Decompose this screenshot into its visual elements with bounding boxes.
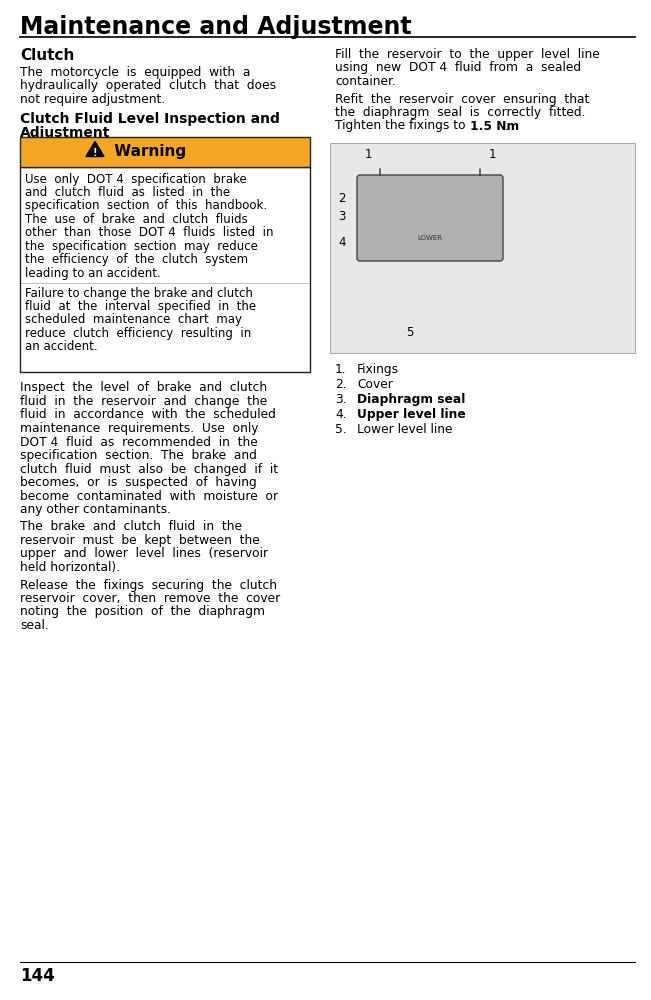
Text: !: ! bbox=[92, 147, 97, 157]
Text: held horizontal).: held horizontal). bbox=[20, 561, 120, 574]
Text: .: . bbox=[505, 119, 508, 132]
Text: reduce  clutch  efficiency  resulting  in: reduce clutch efficiency resulting in bbox=[25, 327, 251, 340]
Text: Clutch: Clutch bbox=[20, 48, 74, 63]
Text: the  diaphragm  seal  is  correctly  fitted.: the diaphragm seal is correctly fitted. bbox=[335, 106, 585, 119]
Text: noting  the  position  of  the  diaphragm: noting the position of the diaphragm bbox=[20, 605, 265, 618]
Text: Release  the  fixings  securing  the  clutch: Release the fixings securing the clutch bbox=[20, 578, 277, 591]
Text: Inspect  the  level  of  brake  and  clutch: Inspect the level of brake and clutch bbox=[20, 381, 267, 394]
Text: The  brake  and  clutch  fluid  in  the: The brake and clutch fluid in the bbox=[20, 520, 242, 534]
Text: 4: 4 bbox=[339, 236, 346, 249]
Text: seal.: seal. bbox=[20, 619, 49, 632]
Text: 1.: 1. bbox=[335, 363, 346, 376]
Text: 5.: 5. bbox=[335, 423, 347, 436]
Text: Failure to change the brake and clutch: Failure to change the brake and clutch bbox=[25, 286, 253, 300]
Text: Fill  the  reservoir  to  the  upper  level  line: Fill the reservoir to the upper level li… bbox=[335, 48, 600, 61]
Text: Upper level line: Upper level line bbox=[357, 408, 465, 421]
Text: 3: 3 bbox=[339, 210, 346, 223]
Text: leading to an accident.: leading to an accident. bbox=[25, 267, 161, 280]
Text: reservoir  must  be  kept  between  the: reservoir must be kept between the bbox=[20, 534, 260, 547]
Text: 5: 5 bbox=[406, 326, 413, 340]
Text: scheduled  maintenance  chart  may: scheduled maintenance chart may bbox=[25, 314, 242, 326]
Bar bbox=[20, 166, 310, 371]
Text: the  specification  section  may  reduce: the specification section may reduce bbox=[25, 240, 258, 253]
Text: 2: 2 bbox=[339, 192, 346, 205]
Text: Maintenance and Adjustment: Maintenance and Adjustment bbox=[20, 15, 411, 39]
Text: using  new  DOT 4  fluid  from  a  sealed: using new DOT 4 fluid from a sealed bbox=[335, 62, 581, 75]
Text: Cover: Cover bbox=[357, 378, 393, 391]
Text: hydraulically  operated  clutch  that  does: hydraulically operated clutch that does bbox=[20, 80, 276, 93]
Text: becomes,  or  is  suspected  of  having: becomes, or is suspected of having bbox=[20, 476, 256, 489]
Text: Lower level line: Lower level line bbox=[357, 423, 452, 436]
Text: upper  and  lower  level  lines  (reservoir: upper and lower level lines (reservoir bbox=[20, 548, 268, 560]
Text: become  contaminated  with  moisture  or: become contaminated with moisture or bbox=[20, 489, 278, 502]
Text: specification  section  of  this  handbook.: specification section of this handbook. bbox=[25, 200, 267, 213]
Polygon shape bbox=[86, 141, 104, 156]
Text: Adjustment: Adjustment bbox=[20, 126, 111, 140]
Text: maintenance  requirements.  Use  only: maintenance requirements. Use only bbox=[20, 422, 258, 435]
Text: fluid  in  accordance  with  the  scheduled: fluid in accordance with the scheduled bbox=[20, 408, 276, 422]
Text: specification  section.  The  brake  and: specification section. The brake and bbox=[20, 449, 257, 462]
Text: container.: container. bbox=[335, 75, 396, 88]
Text: LOWER: LOWER bbox=[417, 235, 443, 241]
Text: The  use  of  brake  and  clutch  fluids: The use of brake and clutch fluids bbox=[25, 213, 248, 226]
FancyBboxPatch shape bbox=[357, 175, 503, 261]
Text: DOT 4  fluid  as  recommended  in  the: DOT 4 fluid as recommended in the bbox=[20, 436, 258, 448]
Text: Clutch Fluid Level Inspection and: Clutch Fluid Level Inspection and bbox=[20, 111, 280, 125]
Text: not require adjustment.: not require adjustment. bbox=[20, 93, 165, 106]
Text: Warning: Warning bbox=[109, 144, 186, 159]
Text: fluid  in  the  reservoir  and  change  the: fluid in the reservoir and change the bbox=[20, 395, 268, 408]
Text: 4.: 4. bbox=[335, 408, 346, 421]
Text: 2.: 2. bbox=[335, 378, 346, 391]
Text: The  motorcycle  is  equipped  with  a: The motorcycle is equipped with a bbox=[20, 66, 251, 79]
Text: clutch  fluid  must  also  be  changed  if  it: clutch fluid must also be changed if it bbox=[20, 462, 278, 476]
Text: Diaphragm seal: Diaphragm seal bbox=[357, 393, 465, 406]
Text: 3.: 3. bbox=[335, 393, 346, 406]
Text: reservoir  cover,  then  remove  the  cover: reservoir cover, then remove the cover bbox=[20, 592, 280, 605]
Text: Fixings: Fixings bbox=[357, 363, 399, 376]
Text: Use  only  DOT 4  specification  brake: Use only DOT 4 specification brake bbox=[25, 172, 247, 186]
Text: 144: 144 bbox=[20, 967, 55, 985]
Text: Tighten the fixings to: Tighten the fixings to bbox=[335, 119, 469, 132]
Text: other  than  those  DOT 4  fluids  listed  in: other than those DOT 4 fluids listed in bbox=[25, 227, 273, 239]
Text: 1: 1 bbox=[488, 148, 496, 161]
Text: any other contaminants.: any other contaminants. bbox=[20, 503, 171, 516]
Text: 1.5 Nm: 1.5 Nm bbox=[469, 119, 519, 132]
Text: an accident.: an accident. bbox=[25, 340, 98, 354]
Text: 1: 1 bbox=[365, 148, 372, 161]
Text: and  clutch  fluid  as  listed  in  the: and clutch fluid as listed in the bbox=[25, 186, 230, 199]
Text: the  efficiency  of  the  clutch  system: the efficiency of the clutch system bbox=[25, 253, 248, 266]
Text: fluid  at  the  interval  specified  in  the: fluid at the interval specified in the bbox=[25, 300, 256, 313]
Bar bbox=[330, 143, 635, 353]
Bar bbox=[20, 136, 310, 166]
Text: Refit  the  reservoir  cover  ensuring  that: Refit the reservoir cover ensuring that bbox=[335, 93, 589, 105]
